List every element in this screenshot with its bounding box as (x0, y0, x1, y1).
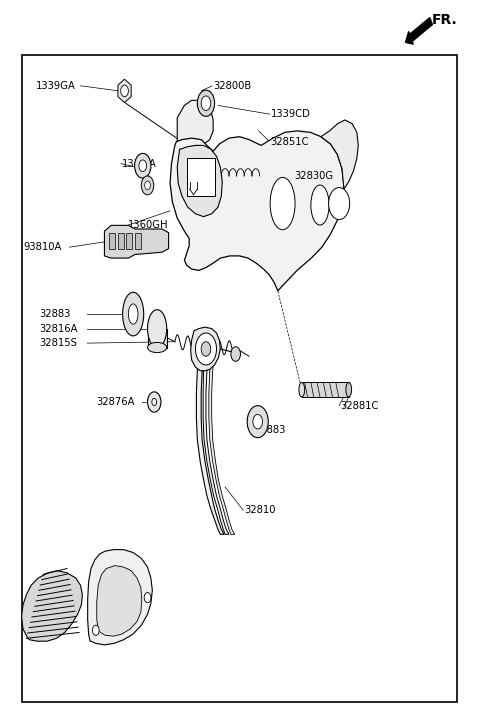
Polygon shape (203, 338, 229, 534)
Bar (135, 233, 141, 249)
Ellipse shape (270, 177, 295, 230)
Bar (148, 329, 167, 348)
Polygon shape (97, 566, 142, 636)
Text: 32800B: 32800B (213, 81, 251, 91)
Circle shape (135, 153, 151, 178)
Text: 32883: 32883 (254, 425, 285, 435)
Polygon shape (321, 120, 358, 189)
Bar (187, 158, 215, 196)
Bar (126, 233, 132, 249)
Circle shape (195, 333, 217, 365)
Circle shape (148, 392, 161, 412)
Text: 32851C: 32851C (271, 137, 309, 147)
Text: 32816A: 32816A (39, 324, 78, 334)
Polygon shape (118, 79, 131, 103)
Polygon shape (104, 225, 169, 258)
Text: 32881C: 32881C (340, 401, 378, 411)
Polygon shape (22, 571, 82, 641)
Text: 32810: 32810 (244, 505, 276, 515)
Polygon shape (177, 100, 213, 173)
Polygon shape (88, 550, 152, 645)
Text: 1360GH: 1360GH (128, 220, 169, 230)
Circle shape (141, 176, 154, 195)
Ellipse shape (311, 185, 329, 225)
Text: 1339GA: 1339GA (36, 81, 76, 91)
Ellipse shape (299, 382, 305, 397)
Circle shape (253, 414, 262, 429)
Polygon shape (196, 338, 224, 534)
Bar (302, 382, 349, 397)
Ellipse shape (346, 382, 352, 397)
Circle shape (247, 406, 268, 438)
Circle shape (145, 181, 150, 190)
Ellipse shape (148, 342, 167, 353)
Polygon shape (209, 338, 235, 534)
Polygon shape (191, 327, 220, 371)
Ellipse shape (148, 310, 167, 348)
Text: FR.: FR. (432, 13, 457, 28)
Circle shape (152, 398, 157, 406)
Circle shape (121, 85, 128, 97)
Text: 32825: 32825 (34, 590, 66, 600)
Polygon shape (177, 145, 222, 217)
Bar (22, 55, 457, 702)
Ellipse shape (128, 304, 138, 324)
Bar (118, 233, 124, 249)
FancyArrow shape (406, 17, 433, 44)
Polygon shape (170, 131, 344, 291)
Bar (109, 233, 115, 249)
Text: 32830G: 32830G (295, 171, 334, 181)
Circle shape (144, 593, 151, 603)
Circle shape (231, 347, 240, 361)
Text: 93810A: 93810A (23, 242, 61, 252)
Text: 32815S: 32815S (39, 338, 77, 348)
Circle shape (201, 96, 211, 111)
Circle shape (197, 90, 215, 116)
Text: 1339CD: 1339CD (271, 109, 310, 119)
Text: 32876A: 32876A (96, 397, 134, 407)
Ellipse shape (123, 292, 144, 336)
Circle shape (329, 188, 350, 220)
Circle shape (201, 342, 211, 356)
Text: 32883: 32883 (39, 309, 71, 319)
Text: 1310JA: 1310JA (122, 158, 157, 169)
Circle shape (92, 625, 99, 635)
Circle shape (139, 160, 147, 172)
